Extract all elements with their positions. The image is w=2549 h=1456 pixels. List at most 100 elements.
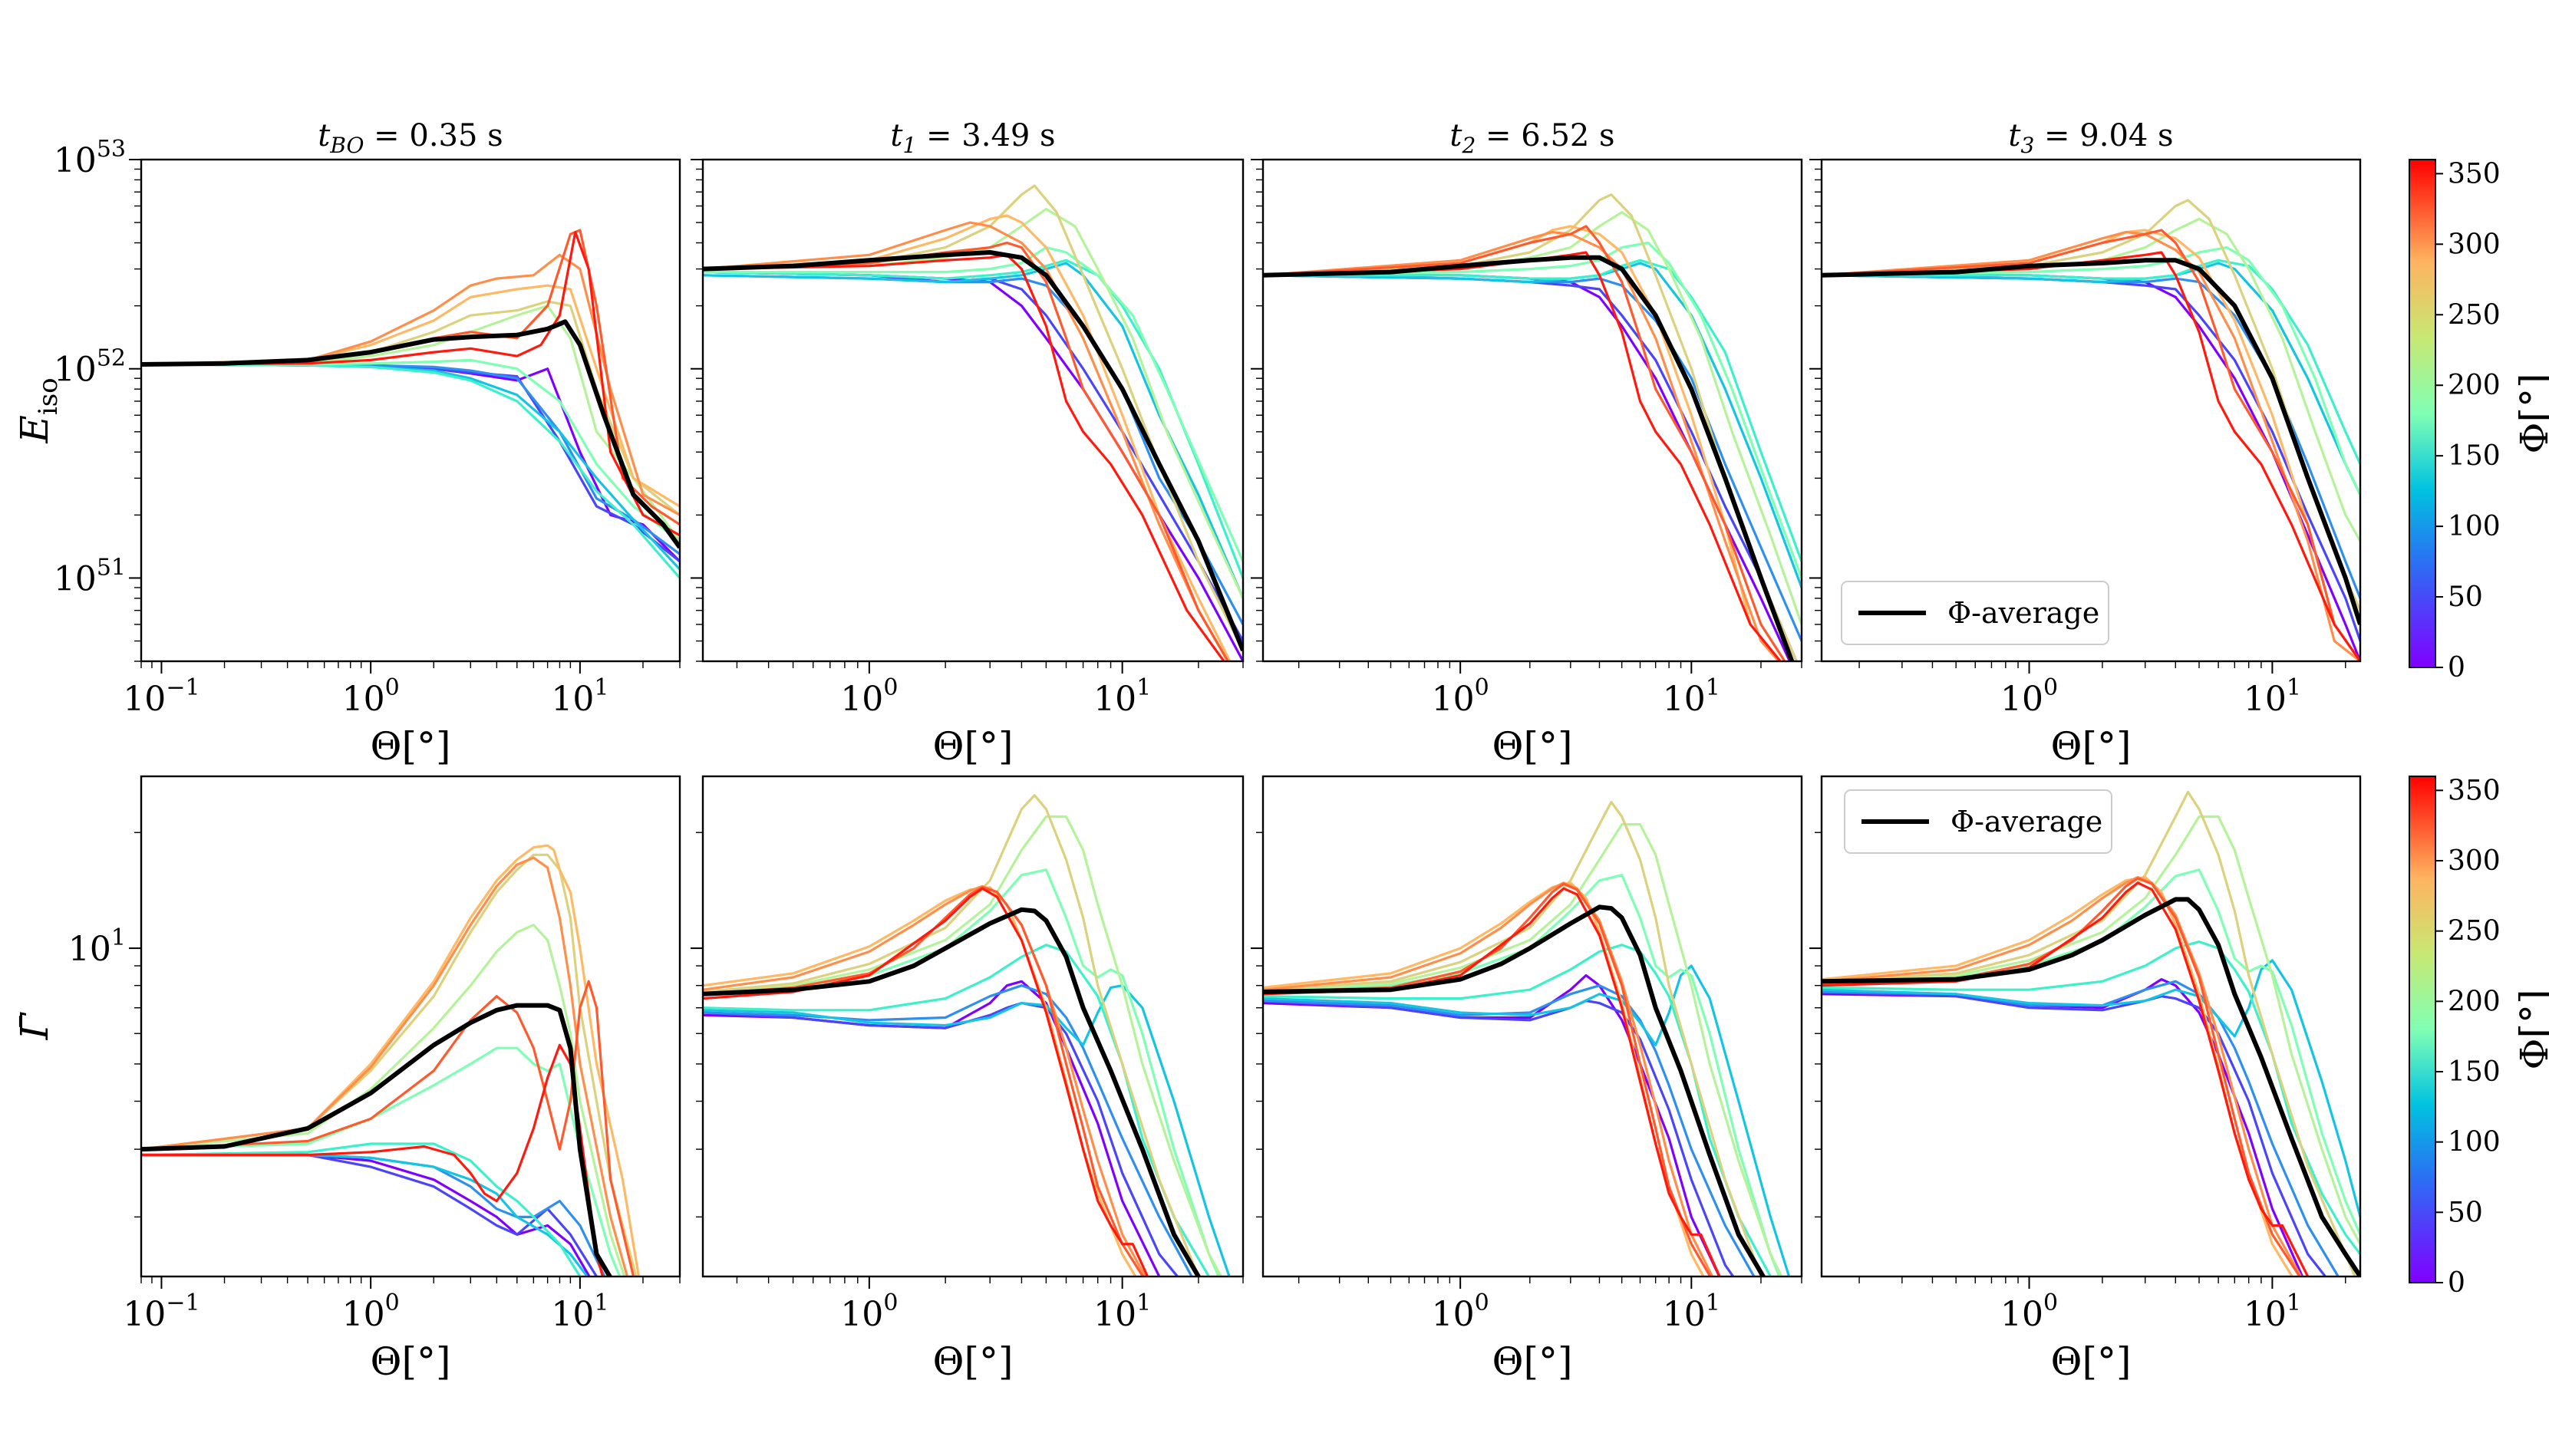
panel-title: t2 = 6.52 s [1449, 118, 1614, 158]
series-phi-285 [141, 856, 629, 1276]
series-phi-225 [703, 794, 1200, 1276]
series-phi-285 [1263, 231, 1781, 661]
series-phi-165 [703, 246, 1243, 562]
legend-label: Φ-average [1950, 805, 2102, 838]
legend-box [1841, 581, 2109, 645]
series-phi-105 [1263, 964, 1791, 1276]
curves [141, 844, 641, 1276]
series-phi-345 [1822, 251, 2360, 661]
series-phi-135 [141, 363, 680, 579]
x-axis-label: Θ[°] [932, 724, 1013, 769]
panel-title: t1 = 3.49 s [890, 118, 1055, 158]
x-tick-label: 100 [1432, 674, 1489, 719]
x-tick-label: 100 [840, 674, 898, 719]
series-phi-105 [1822, 959, 2360, 1217]
series-phi-165 [1822, 246, 2360, 496]
axes-frame [1261, 158, 1803, 663]
panel-r1-c3: 100 101 Θ[°] [1809, 775, 2362, 1384]
colorbar-0: 0 50 100 150 200 250 300 350 Φ[°] [2409, 158, 2549, 684]
axes-frame [140, 775, 681, 1278]
series-phi-45 [1263, 1000, 1735, 1276]
x-tick-label: 101 [1093, 1290, 1151, 1334]
curves [703, 794, 1231, 1276]
axes-frame [140, 158, 681, 663]
colorbar-tick-label: 100 [2448, 511, 2501, 542]
series-phi-345 [1263, 887, 1721, 1276]
x-axis-label: Θ[°] [370, 724, 450, 769]
series-phi-255 [141, 284, 680, 508]
legend-label: Φ-average [1947, 596, 2099, 630]
panel-r0-c2: 100 101 Θ[°] t2 = 6.52 s [1251, 118, 1803, 769]
series-phi-285 [703, 221, 1230, 661]
x-axis-label: Θ[°] [2050, 1339, 2131, 1384]
panel-r1-c2: 100 101 Θ[°] Φ-average [1251, 775, 2112, 1384]
series-phi-255 [141, 844, 641, 1276]
legend-box [1844, 789, 2112, 854]
x-tick-label: 100 [2000, 674, 2058, 719]
colorbar-label: Φ[°] [2512, 373, 2549, 453]
x-tick-label: 101 [2244, 1290, 2301, 1334]
y-tick-label: 101 [68, 924, 126, 969]
axes-frame [701, 775, 1245, 1278]
colorbar-1: 0 50 100 150 200 250 300 350 Φ[°] [2409, 775, 2549, 1299]
series-phi-75 [703, 984, 1193, 1276]
series-phi-105 [1822, 262, 2360, 496]
x-axis-label: Θ[°] [1492, 724, 1572, 769]
series-phi-345 [141, 231, 680, 537]
series-phi-345 [703, 253, 1226, 661]
series-phi-15 [703, 980, 1162, 1276]
series-phi-105 [703, 262, 1243, 599]
series-phi-105 [703, 984, 1231, 1276]
axes-frame [1820, 158, 2362, 663]
series-phi-225 [1263, 800, 1763, 1276]
series-phi-average [1822, 258, 2360, 625]
series-phi-315 [703, 886, 1145, 1276]
series-phi-315 [1822, 229, 2360, 661]
series-phi-165 [1263, 241, 1802, 579]
x-axis-label: Θ[°] [2050, 724, 2131, 769]
colorbar-tick-label: 300 [2448, 845, 2501, 877]
colorbars-layer: 0 50 100 150 200 250 300 350 Φ[°] 0 50 100 150 200 250… [2409, 158, 2549, 1299]
series-phi-315 [703, 241, 1230, 661]
series-phi-135 [703, 944, 1211, 1276]
curves [1263, 193, 1802, 661]
series-phi-45 [1822, 990, 2327, 1276]
series-phi-45 [703, 1002, 1179, 1276]
colorbar-tick-label: 350 [2448, 158, 2501, 189]
curves [141, 229, 680, 579]
colorbar-label: Φ[°] [2512, 989, 2549, 1069]
series-phi-195 [703, 207, 1243, 599]
x-tick-label: 100 [342, 674, 400, 719]
colorbar-tick-label: 50 [2448, 1197, 2483, 1228]
curves [703, 184, 1243, 661]
series-phi-195 [1263, 823, 1783, 1276]
series-phi-average [1822, 897, 2360, 1276]
panel-title: t3 = 9.04 s [2008, 118, 2173, 158]
panel-r0-c1: 100 101 Θ[°] t1 = 3.49 s [691, 118, 1245, 769]
legend: Φ-average [1841, 581, 2109, 645]
series-phi-45 [141, 1153, 599, 1276]
curves [1822, 199, 2360, 661]
panel-r1-c1: 100 101 Θ[°] [691, 775, 1245, 1384]
series-phi-165 [1822, 868, 2360, 1235]
series-phi-15 [1263, 274, 1792, 661]
x-axis-label: Θ[°] [1492, 1339, 1572, 1384]
y-tick-label: 1052 [54, 345, 126, 390]
series-phi-195 [1822, 217, 2360, 542]
series-phi-45 [703, 271, 1243, 642]
x-tick-label: 10−1 [123, 674, 200, 719]
series-phi-105 [1263, 262, 1802, 588]
series-phi-255 [1263, 225, 1782, 661]
colorbar-tick-label: 50 [2448, 581, 2483, 613]
colorbar-tick-label: 0 [2448, 652, 2465, 684]
series-phi-195 [141, 924, 626, 1276]
legend: Φ-average [1844, 789, 2112, 854]
colorbar-tick-label: 250 [2448, 299, 2501, 331]
series-phi-average [141, 319, 680, 549]
colorbar-gradient [2409, 159, 2436, 668]
colorbar-tick-label: 200 [2448, 370, 2501, 401]
x-tick-label: 101 [1663, 1290, 1720, 1334]
panels-layer: 10−1 100 101 Θ[°] 1051 1052 1053 Eiso tBO = 0.35… [12, 118, 2362, 1384]
x-tick-label: 100 [2000, 1290, 2058, 1334]
